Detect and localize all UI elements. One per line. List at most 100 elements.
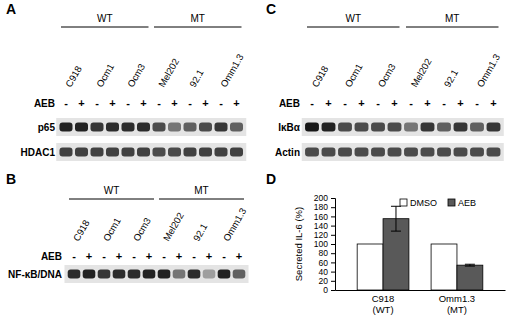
band [137,123,150,132]
legend: DMSO AEB [400,198,476,208]
row-label: Actin [275,147,300,158]
error-bar [391,206,401,231]
band [68,270,81,279]
error-cap [391,231,401,232]
tick: 0 [323,285,335,295]
treatment-sign: + [457,97,463,109]
tick-label: 180 [314,202,328,212]
treatment-sign: + [140,97,146,109]
lane-label: 92.1 [191,221,210,243]
treatment-sign: - [376,97,380,109]
band [152,148,165,157]
group-line [406,27,499,28]
group-label: MT [445,13,459,24]
band [98,270,111,279]
lane-label: Ocm1 [94,62,116,89]
treatment-sign: - [222,250,226,262]
lane-label: Mel202 [156,57,181,89]
band [421,148,435,157]
treatment-label: AEB [41,251,62,262]
bar [457,265,483,290]
treatment-sign: + [116,250,122,262]
treatment-label: AEB [279,98,300,109]
chart-panel: D020406080100120140160180200C918(WT)Omm1… [266,171,506,315]
band [168,148,181,157]
error-bar [465,264,475,266]
blot-strip [302,118,504,136]
lane-label: Ocm1 [101,216,123,243]
treatment-sign: + [325,97,331,109]
tick-label: 100 [314,239,328,249]
treatment-sign: + [86,250,92,262]
treatment-label: AEB [34,98,55,109]
panel-letter: B [6,171,16,187]
band [106,123,119,132]
row-label: p65 [38,122,56,133]
group-label: MT [194,185,208,196]
lane-label: C918 [63,64,84,89]
axis-line [331,199,336,291]
band [75,123,88,132]
tick-mark [331,281,335,282]
x-axis [336,290,506,291]
band [487,148,501,157]
band [322,148,336,157]
band [371,148,385,157]
group-line [159,199,244,200]
bar [431,244,457,290]
band [173,270,186,279]
tick: 80 [319,248,335,258]
treatment-sign: - [102,250,106,262]
error-stem [395,206,396,231]
treatment-sign: - [442,97,446,109]
lane-label: Omm1.3 [218,52,246,89]
band [230,123,243,132]
treatment-sign: - [162,250,166,262]
row-label: IκBα [278,122,301,133]
treatment-sign: + [202,97,208,109]
error-cap [465,266,475,267]
treatment-sign: - [72,250,76,262]
band [404,123,418,132]
band [421,123,435,132]
tick-mark [331,290,335,291]
band [470,123,484,132]
tick-label: 0 [323,285,328,295]
band [487,123,501,132]
legend-label: DMSO [410,198,437,208]
lane-label: Mel202 [408,57,433,89]
legend-label: AEB [458,198,476,208]
axis-line [336,290,506,291]
lane-label: C918 [71,218,92,243]
tick: 200 [314,193,335,203]
panel-letter: A [6,1,16,17]
band [230,148,243,157]
tick: 160 [314,212,335,222]
lane-label: Ocm3 [375,62,397,89]
treatment-sign: + [78,97,84,109]
bar [357,244,383,290]
lane-label: C918 [309,64,330,89]
blot-panel: CWTC918Ocm1Ocm3MTMel20292.1Omm1.3AEB-+-+… [266,1,504,161]
plot-area [357,206,483,290]
band [454,148,468,157]
treatment-sign: - [343,97,347,109]
legend-swatch [448,199,455,206]
error-cap [465,264,475,265]
treatment-sign: - [192,250,196,262]
treatment-sign: - [157,97,161,109]
treatment-sign: + [171,97,177,109]
tick-label: 140 [314,221,328,231]
band [188,270,201,279]
band [203,270,216,279]
lane-label: Omm1.3 [474,52,502,89]
blot-strip [56,143,246,161]
band [152,123,165,132]
band [183,148,196,157]
row-label: HDAC1 [21,147,56,158]
band [75,148,88,157]
band [90,148,103,157]
treatment-sign: - [219,97,223,109]
band [83,270,96,279]
band [338,123,352,132]
